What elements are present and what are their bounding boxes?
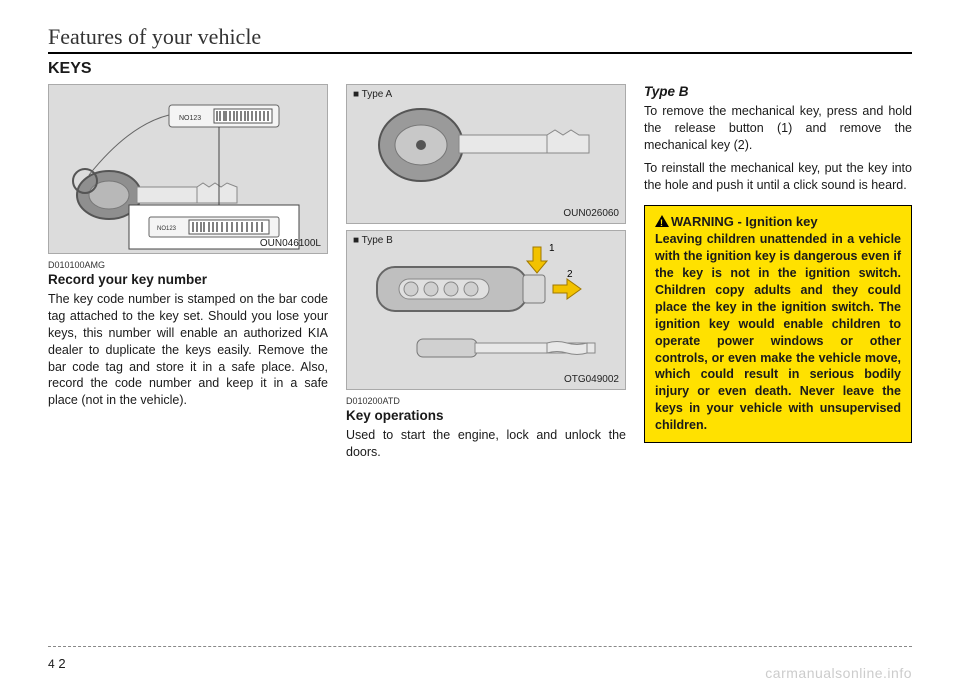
page-footer-rule — [48, 646, 912, 647]
body-record-key-number: The key code number is stamped on the ba… — [48, 291, 328, 409]
key-type-a-illustration — [347, 85, 627, 225]
body-type-b-2: To reinstall the mechanical key, put the… — [644, 160, 912, 194]
figure-key-tag: NO123 — [48, 84, 328, 254]
top-rule — [48, 52, 912, 54]
figure-type-a-label: ■ Type A — [353, 89, 392, 100]
heading-key-operations: Key operations — [346, 408, 626, 423]
warning-body: Leaving children unattended in a vehicle… — [655, 231, 901, 434]
svg-text:!: ! — [660, 218, 663, 227]
ref-code: D010100AMG — [48, 260, 328, 270]
warning-sub: - Ignition key — [734, 214, 818, 229]
svg-text:2: 2 — [567, 269, 573, 280]
figure-type-b-label: ■ Type B — [353, 235, 393, 246]
page-number-value: 2 — [58, 656, 65, 671]
warning-box: ! WARNING - Ignition key Leaving childre… — [644, 205, 912, 443]
page: Features of your vehicle KEYS NO123 — [0, 0, 960, 689]
column-1: NO123 — [48, 84, 328, 461]
figure-key-type-a: ■ Type A OUN026060 — [346, 84, 626, 224]
page-number: 4 2 — [48, 656, 66, 671]
column-2: ■ Type A OUN026060 ■ Type B — [346, 84, 626, 461]
watermark: carmanualsonline.info — [765, 665, 912, 681]
svg-text:NO123: NO123 — [157, 226, 177, 232]
body-key-operations: Used to start the engine, lock and unloc… — [346, 427, 626, 461]
section-number: 4 — [48, 657, 55, 671]
svg-text:NO123: NO123 — [179, 115, 201, 122]
ref-code: D010200ATD — [346, 396, 626, 406]
column-3: Type B To remove the mechanical key, pre… — [644, 84, 912, 461]
svg-text:1: 1 — [549, 243, 555, 254]
warning-label: WARNING — [671, 214, 734, 229]
warning-icon: ! — [655, 215, 669, 227]
section-title-keys: KEYS — [48, 60, 912, 78]
key-tag-illustration: NO123 — [49, 85, 329, 255]
columns: NO123 — [48, 84, 912, 461]
key-type-b-illustration: 1 2 — [347, 231, 627, 391]
figure-code: OTG049002 — [564, 374, 619, 385]
chapter-title: Features of your vehicle — [48, 24, 912, 50]
heading-type-b: Type B — [644, 84, 912, 99]
figure-code: OUN026060 — [563, 208, 619, 219]
figure-code: OUN046100L — [260, 238, 321, 249]
heading-record-key-number: Record your key number — [48, 272, 328, 287]
warning-title: ! WARNING - Ignition key — [655, 214, 901, 229]
figure-key-type-b: ■ Type B 1 2 — [346, 230, 626, 390]
body-type-b-1: To remove the mechanical key, press and … — [644, 103, 912, 154]
